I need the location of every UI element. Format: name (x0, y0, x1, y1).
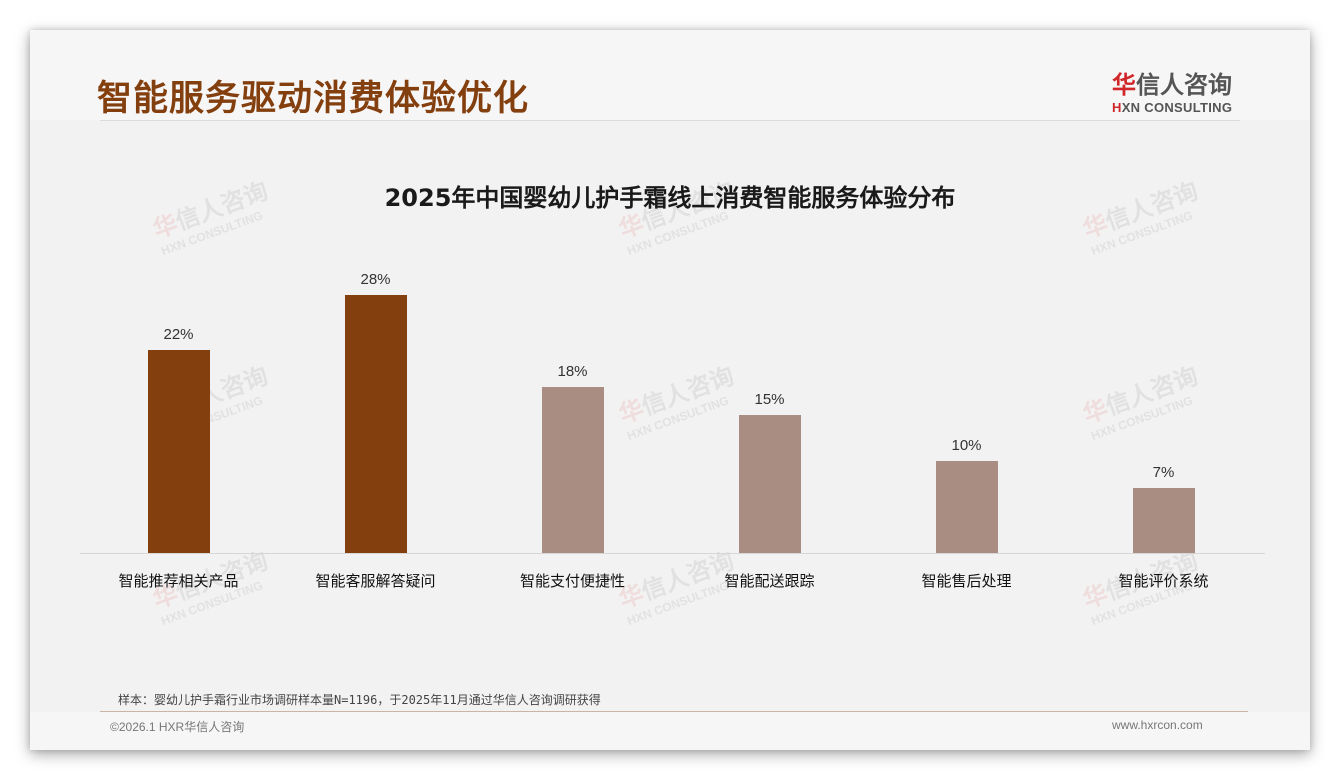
bar-value-label: 15% (754, 391, 785, 408)
bar-group: 28% (277, 270, 474, 554)
category-label: 智能评价系统 (1118, 572, 1209, 590)
bar-group: 15% (671, 270, 868, 554)
bar-group: 10% (868, 270, 1065, 554)
footer-band (30, 712, 1310, 750)
logo-cn: 华信人咨询 (1112, 71, 1232, 99)
footer-divider (100, 711, 1248, 712)
company-logo: 华信人咨询 HXN CONSULTING (1112, 65, 1242, 115)
copyright: ©2026.1 HXR华信人咨询 (110, 720, 245, 734)
header-band (30, 30, 1310, 120)
page-title: 智能服务驱动消费体验优化 (97, 79, 530, 119)
logo-en: HXN CONSULTING (1112, 100, 1233, 115)
bar-group: 22% (80, 270, 277, 554)
website-link[interactable]: www.hxrcon.com (1112, 718, 1203, 732)
bar (1133, 488, 1195, 553)
bar-value-label: 28% (360, 271, 391, 288)
category-label: 智能售后处理 (921, 572, 1012, 590)
x-axis-line (80, 553, 1265, 554)
bar-value-label: 22% (163, 326, 194, 343)
header-divider (100, 120, 1240, 121)
bar (345, 295, 407, 553)
bar-chart: 22% 28% 18% 15% 10% 7% (80, 270, 1265, 554)
bar (936, 461, 998, 553)
slide: 智能服务驱动消费体验优化 华信人咨询 HXN CONSULTING 华信人咨询 H… (30, 30, 1310, 750)
category-label: 智能客服解答疑问 (315, 572, 436, 590)
bar-value-label: 7% (1152, 464, 1175, 481)
category-label: 智能支付便捷性 (519, 572, 625, 590)
bar-value-label: 10% (951, 437, 982, 454)
chart-title: 2025年中国婴幼儿护手霜线上消费智能服务体验分布 (384, 184, 956, 212)
category-label: 智能推荐相关产品 (118, 572, 239, 590)
bar-group: 7% (1065, 270, 1262, 554)
bar (739, 415, 801, 553)
bar (148, 350, 210, 553)
sample-note: 样本：婴幼儿护手霜行业市场调研样本量N=1196，于2025年11月通过华信人咨… (118, 693, 601, 707)
bar (542, 387, 604, 553)
category-label: 智能配送跟踪 (724, 572, 815, 590)
bar-group: 18% (474, 270, 671, 554)
bar-value-label: 18% (557, 363, 588, 380)
